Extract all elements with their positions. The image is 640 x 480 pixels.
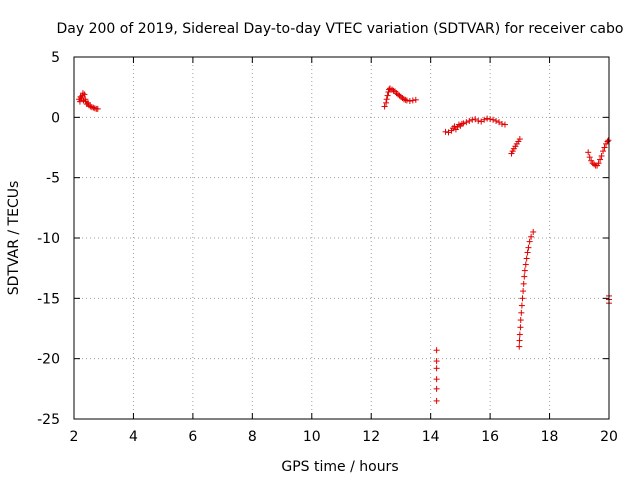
data-point <box>605 137 612 144</box>
data-point <box>91 105 98 112</box>
data-point <box>79 90 86 97</box>
y-tick-label: 0 <box>51 110 60 126</box>
data-point <box>501 121 508 128</box>
data-point <box>406 98 413 105</box>
x-tick-label: 20 <box>600 429 618 445</box>
data-point <box>384 92 391 99</box>
data-point <box>516 343 523 350</box>
data-point <box>520 280 527 287</box>
data-point <box>516 136 523 143</box>
data-point <box>451 123 458 130</box>
x-tick-label: 16 <box>481 429 499 445</box>
x-tick-label: 18 <box>541 429 559 445</box>
data-point <box>484 115 491 122</box>
data-point <box>522 261 529 268</box>
data-point <box>475 117 482 124</box>
data-point <box>585 149 592 156</box>
data-point <box>517 324 524 331</box>
data-point <box>433 358 440 365</box>
x-tick-label: 6 <box>188 429 197 445</box>
data-point <box>524 249 531 256</box>
data-point <box>517 317 524 324</box>
x-axis-label: GPS time / hours <box>281 459 398 475</box>
data-point <box>383 99 390 106</box>
data-point <box>595 160 602 167</box>
data-point <box>433 365 440 372</box>
x-tick-label: 2 <box>70 429 79 445</box>
data-point <box>598 152 605 159</box>
data-point <box>87 103 94 110</box>
data-point <box>521 273 528 280</box>
data-point <box>433 397 440 404</box>
chart-title: Day 200 of 2019, Sidereal Day-to-day VTE… <box>57 21 624 37</box>
data-point <box>469 116 476 123</box>
data-point <box>481 116 488 123</box>
data-point <box>433 376 440 383</box>
data-point <box>76 98 83 105</box>
data-point <box>90 104 97 111</box>
data-point <box>460 120 467 127</box>
grid-lines <box>74 57 609 419</box>
data-point <box>520 288 527 295</box>
y-tick-label: -15 <box>37 291 60 307</box>
data-point <box>400 96 407 103</box>
x-tick-label: 12 <box>362 429 380 445</box>
data-point <box>516 331 523 338</box>
data-points <box>76 85 612 404</box>
y-tick-label: -25 <box>37 412 60 428</box>
data-point <box>490 116 497 123</box>
data-point <box>442 128 449 135</box>
data-point <box>597 156 604 163</box>
data-point <box>493 117 500 124</box>
plot-frame <box>73 56 610 420</box>
x-tick-label: 4 <box>129 429 138 445</box>
data-point <box>600 148 607 155</box>
data-point <box>455 121 462 128</box>
data-point <box>604 138 611 145</box>
data-point <box>526 238 533 245</box>
data-point <box>601 144 608 151</box>
x-tick-label: 10 <box>303 429 321 445</box>
y-tick-label: -10 <box>37 231 60 247</box>
y-tick-label: -5 <box>46 171 60 187</box>
data-point <box>518 302 525 309</box>
data-point <box>521 267 528 274</box>
data-point <box>523 255 530 262</box>
data-point <box>402 96 409 103</box>
x-tick-label: 8 <box>248 429 257 445</box>
data-point <box>463 119 470 126</box>
data-point <box>586 154 593 161</box>
data-point <box>530 228 537 235</box>
data-point <box>525 244 532 251</box>
data-point <box>516 337 523 344</box>
y-axis-label: SDTVAR / TECUs <box>6 181 22 296</box>
data-point <box>433 385 440 392</box>
data-point <box>518 309 525 316</box>
axis-ticks: 2 4 6 8 10 12 14 16 18 20 -25 -20 -15 -10 -5 0 5 <box>37 50 618 445</box>
data-point <box>466 117 473 124</box>
data-point <box>403 97 410 104</box>
data-point <box>94 105 101 112</box>
data-point <box>412 96 419 103</box>
data-point <box>591 161 598 168</box>
data-point <box>381 103 388 110</box>
data-point <box>487 116 494 123</box>
data-point <box>458 120 465 127</box>
data-point <box>519 295 526 302</box>
data-point <box>88 104 95 111</box>
data-point <box>499 120 505 127</box>
data-point <box>528 233 535 240</box>
data-point <box>409 97 416 104</box>
x-tick-label: 14 <box>422 429 440 445</box>
data-point <box>383 96 390 103</box>
y-tick-label: 5 <box>51 50 60 66</box>
data-point <box>433 347 440 354</box>
data-point <box>81 91 88 98</box>
y-tick-label: -20 <box>37 352 60 368</box>
